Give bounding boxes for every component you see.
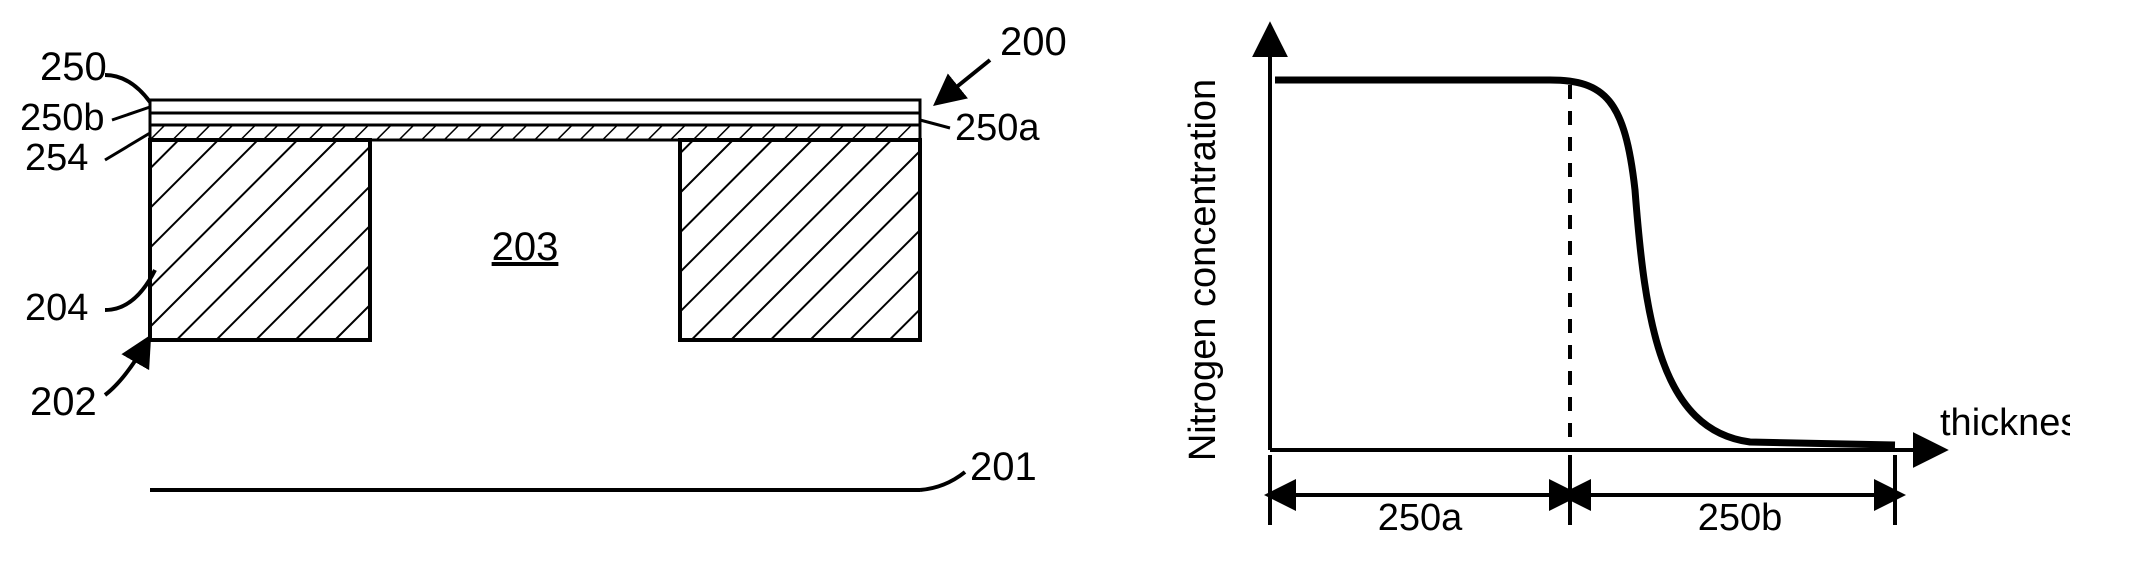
y-axis-label: Nitrogen concentration [1182, 79, 1224, 461]
layer-254 [150, 125, 920, 140]
label-254: 254 [25, 137, 88, 179]
leader-250b [112, 107, 150, 120]
label-200: 200 [1000, 20, 1067, 64]
label-250b: 250b [20, 97, 105, 139]
concentration-chart: Nitrogen concentration thickness 250a 25… [1150, 20, 2070, 545]
leader-202 [105, 340, 148, 395]
leader-200 [938, 60, 990, 102]
concentration-curve [1275, 80, 1895, 445]
label-range-250b: 250b [1698, 497, 1783, 539]
label-range-250a: 250a [1378, 497, 1463, 539]
leader-201 [920, 472, 965, 490]
leader-204 [105, 270, 155, 310]
isolation-right [680, 140, 920, 340]
x-axis-label: thickness [1940, 402, 2070, 444]
label-202: 202 [30, 380, 97, 424]
cross-section-diagram: 203 200 250 250b 254 204 202 250a 201 [20, 20, 1070, 545]
label-250a: 250a [955, 107, 1040, 149]
layer-250b [150, 100, 920, 113]
leader-250 [105, 75, 150, 102]
layer-250a [150, 113, 920, 125]
label-204: 204 [25, 287, 88, 329]
label-203: 203 [492, 225, 559, 269]
leader-250a [920, 120, 950, 128]
label-201: 201 [970, 445, 1037, 489]
isolation-left [150, 140, 370, 340]
label-250: 250 [40, 45, 107, 89]
leader-254 [105, 133, 150, 160]
